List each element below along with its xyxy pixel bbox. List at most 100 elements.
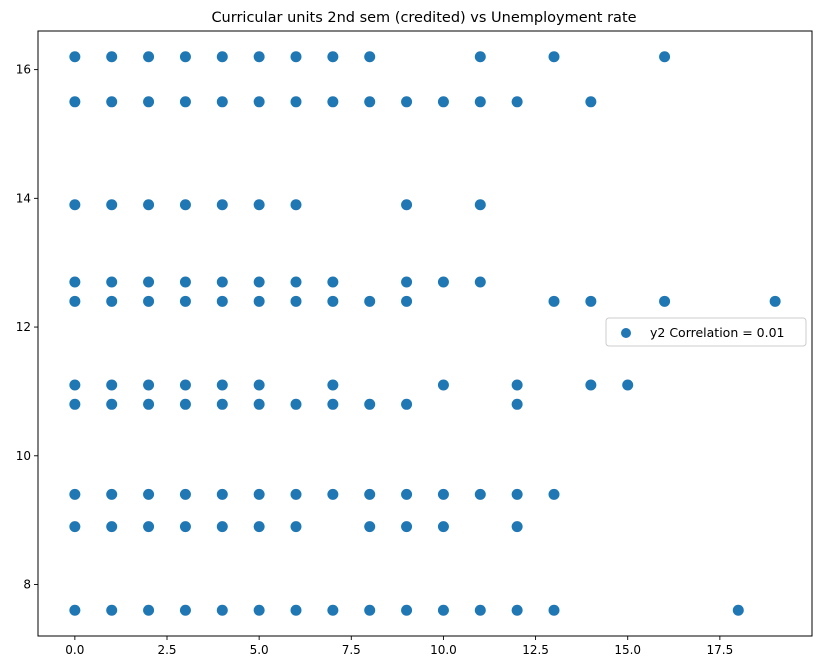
data-point bbox=[180, 489, 191, 500]
data-point bbox=[401, 399, 412, 410]
data-point bbox=[143, 489, 154, 500]
y-tick-label: 14 bbox=[16, 191, 31, 205]
data-point bbox=[180, 296, 191, 307]
data-point bbox=[143, 296, 154, 307]
data-point bbox=[512, 521, 523, 532]
data-point bbox=[327, 296, 338, 307]
data-point bbox=[475, 51, 486, 62]
data-point bbox=[327, 399, 338, 410]
data-point bbox=[659, 296, 670, 307]
data-point bbox=[291, 51, 302, 62]
x-tick-label: 7.5 bbox=[342, 643, 361, 657]
data-point bbox=[401, 277, 412, 288]
data-point bbox=[143, 199, 154, 210]
x-tick-label: 0.0 bbox=[65, 643, 84, 657]
data-point bbox=[291, 489, 302, 500]
data-point bbox=[512, 605, 523, 616]
data-point bbox=[180, 521, 191, 532]
data-point bbox=[438, 379, 449, 390]
data-point bbox=[364, 51, 375, 62]
data-point bbox=[217, 277, 228, 288]
data-point bbox=[254, 51, 265, 62]
data-point bbox=[401, 489, 412, 500]
data-point bbox=[401, 521, 412, 532]
data-point bbox=[217, 296, 228, 307]
data-point bbox=[291, 296, 302, 307]
data-point bbox=[69, 51, 80, 62]
data-point bbox=[106, 277, 117, 288]
data-point bbox=[327, 96, 338, 107]
legend-marker bbox=[621, 328, 631, 338]
y-tick-label: 8 bbox=[23, 578, 31, 592]
data-point bbox=[401, 96, 412, 107]
data-point bbox=[438, 277, 449, 288]
data-point bbox=[143, 605, 154, 616]
data-point bbox=[106, 96, 117, 107]
data-point bbox=[364, 296, 375, 307]
data-point bbox=[438, 96, 449, 107]
data-point bbox=[364, 399, 375, 410]
data-point bbox=[106, 199, 117, 210]
data-point bbox=[217, 51, 228, 62]
data-point bbox=[401, 605, 412, 616]
data-point bbox=[217, 399, 228, 410]
data-point bbox=[549, 51, 560, 62]
data-point bbox=[512, 379, 523, 390]
y-tick-label: 10 bbox=[16, 449, 31, 463]
x-tick-label: 17.5 bbox=[706, 643, 733, 657]
data-point bbox=[69, 199, 80, 210]
data-point bbox=[69, 605, 80, 616]
data-point bbox=[69, 489, 80, 500]
data-point bbox=[254, 277, 265, 288]
data-point bbox=[401, 199, 412, 210]
data-point bbox=[69, 277, 80, 288]
legend: y2 Correlation = 0.01 bbox=[606, 318, 806, 346]
data-point bbox=[401, 296, 412, 307]
data-point bbox=[364, 489, 375, 500]
data-point bbox=[438, 521, 449, 532]
data-point bbox=[143, 51, 154, 62]
data-point bbox=[180, 96, 191, 107]
data-point bbox=[291, 521, 302, 532]
data-point bbox=[291, 199, 302, 210]
data-point bbox=[659, 51, 670, 62]
data-point bbox=[69, 296, 80, 307]
data-point bbox=[291, 277, 302, 288]
data-point bbox=[143, 96, 154, 107]
data-point bbox=[512, 96, 523, 107]
chart-title: Curricular units 2nd sem (credited) vs U… bbox=[211, 10, 636, 26]
data-point bbox=[143, 521, 154, 532]
data-point bbox=[475, 96, 486, 107]
legend-label: y2 Correlation = 0.01 bbox=[650, 325, 785, 340]
data-point bbox=[254, 96, 265, 107]
data-point bbox=[217, 605, 228, 616]
data-point bbox=[364, 605, 375, 616]
data-point bbox=[254, 296, 265, 307]
data-point bbox=[180, 51, 191, 62]
data-point bbox=[254, 379, 265, 390]
data-point bbox=[143, 277, 154, 288]
data-point bbox=[69, 379, 80, 390]
data-point bbox=[106, 489, 117, 500]
data-point bbox=[217, 521, 228, 532]
data-point bbox=[622, 379, 633, 390]
data-point bbox=[106, 399, 117, 410]
y-tick-label: 16 bbox=[16, 63, 31, 77]
data-point bbox=[69, 521, 80, 532]
data-point bbox=[254, 489, 265, 500]
data-point bbox=[475, 605, 486, 616]
data-point bbox=[364, 96, 375, 107]
x-tick-label: 12.5 bbox=[522, 643, 549, 657]
data-point bbox=[291, 96, 302, 107]
data-point bbox=[770, 296, 781, 307]
data-point bbox=[733, 605, 744, 616]
data-point bbox=[327, 605, 338, 616]
data-point bbox=[180, 399, 191, 410]
data-point bbox=[180, 605, 191, 616]
data-point bbox=[327, 489, 338, 500]
data-point bbox=[217, 199, 228, 210]
data-point bbox=[512, 399, 523, 410]
data-point bbox=[549, 489, 560, 500]
data-point bbox=[327, 277, 338, 288]
